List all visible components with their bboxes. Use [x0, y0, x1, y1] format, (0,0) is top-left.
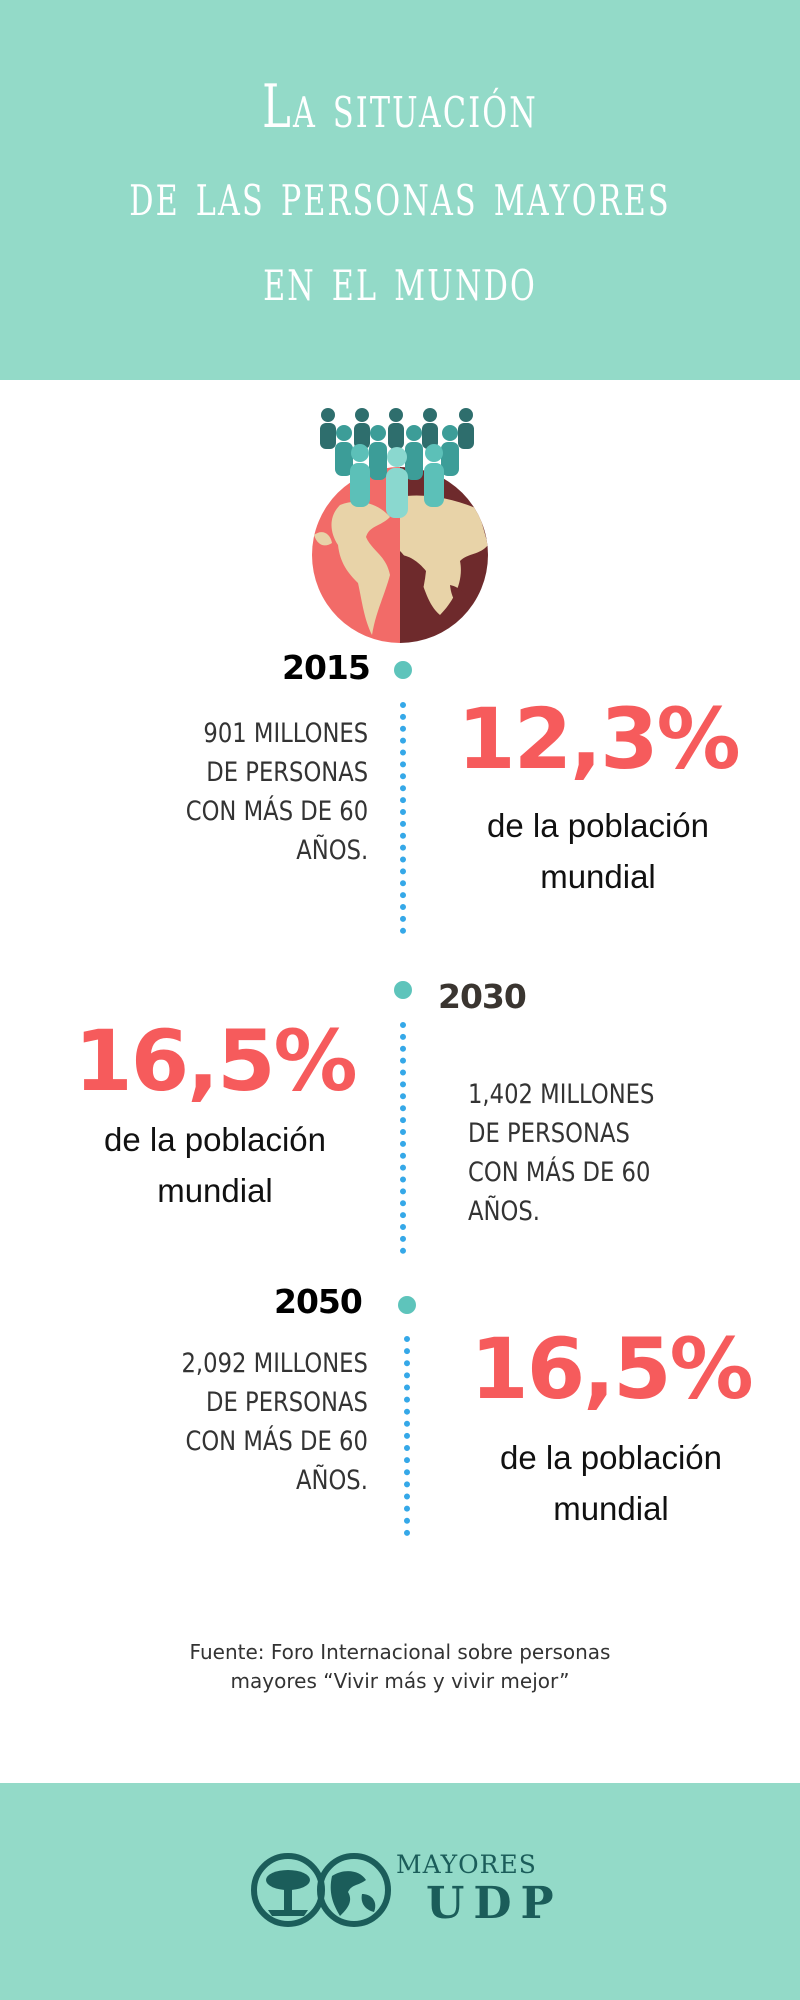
logo-text-top: MAYORES: [396, 1850, 537, 1879]
description-line: 1,402 MILLONES: [468, 1079, 655, 1110]
timeline-dotted-line: [404, 1336, 410, 1536]
caption-line: mundial: [540, 858, 656, 895]
percent-value: 16,5%: [470, 1320, 753, 1418]
timeline-dot: [394, 661, 412, 679]
percent-caption: de la población mundial: [50, 1114, 380, 1216]
caption-line: de la población: [103, 1121, 326, 1158]
logo-text-bottom: UDP: [426, 1878, 563, 1929]
description-line: DE PERSONAS: [206, 1387, 368, 1418]
mayores-udp-logo[interactable]: MAYORES UDP: [248, 1850, 558, 1930]
timeline-dotted-line: [400, 702, 406, 934]
description-line: CON MÁS DE 60: [185, 796, 368, 827]
title-line-3: en el mundo: [263, 245, 537, 315]
source-line: mayores “Vivir más y vivir mejor”: [230, 1669, 570, 1693]
percent-caption: de la población mundial: [446, 1432, 776, 1534]
year-label: 2030: [438, 977, 527, 1016]
description-line: DE PERSONAS: [206, 757, 368, 788]
header-banner: La situación de las personas mayores en …: [0, 0, 800, 380]
caption-line: mundial: [553, 1490, 669, 1527]
description-line: DE PERSONAS: [468, 1118, 630, 1149]
timeline-dotted-line: [400, 1022, 406, 1254]
population-description: 901 MILLONES DE PERSONAS CON MÁS DE 60 A…: [186, 714, 368, 870]
title-line-1: La situación: [262, 72, 538, 142]
caption-line: de la población: [486, 807, 709, 844]
population-description: 2,092 MILLONES DE PERSONAS CON MÁS DE 60…: [182, 1344, 368, 1500]
percent-value: 16,5%: [74, 1012, 357, 1110]
percent-caption: de la población mundial: [438, 800, 758, 902]
footer-banner: [0, 1783, 800, 2000]
year-label: 2015: [282, 648, 371, 687]
description-line: AÑOS.: [296, 835, 368, 866]
description-line: 901 MILLONES: [203, 718, 368, 749]
year-label: 2050: [274, 1282, 363, 1321]
source-line: Fuente: Foro Internacional sobre persona…: [189, 1640, 611, 1664]
timeline-dot: [398, 1296, 416, 1314]
caption-line: mundial: [157, 1172, 273, 1209]
description-line: AÑOS.: [468, 1196, 540, 1227]
description-line: 2,092 MILLONES: [181, 1348, 368, 1379]
percent-value: 12,3%: [457, 690, 740, 788]
source-note: Fuente: Foro Internacional sobre persona…: [0, 1638, 800, 1696]
description-line: CON MÁS DE 60: [468, 1157, 651, 1188]
description-line: AÑOS.: [296, 1465, 368, 1496]
people-on-globe-icon: [312, 408, 488, 643]
timeline-dot: [394, 981, 412, 999]
tree-and-globe-icon: [251, 1853, 391, 1927]
population-description: 1,402 MILLONES DE PERSONAS CON MÁS DE 60…: [468, 1075, 654, 1231]
caption-line: de la población: [499, 1439, 722, 1476]
title-line-2: de las personas mayores: [129, 160, 671, 230]
description-line: CON MÁS DE 60: [185, 1426, 368, 1457]
